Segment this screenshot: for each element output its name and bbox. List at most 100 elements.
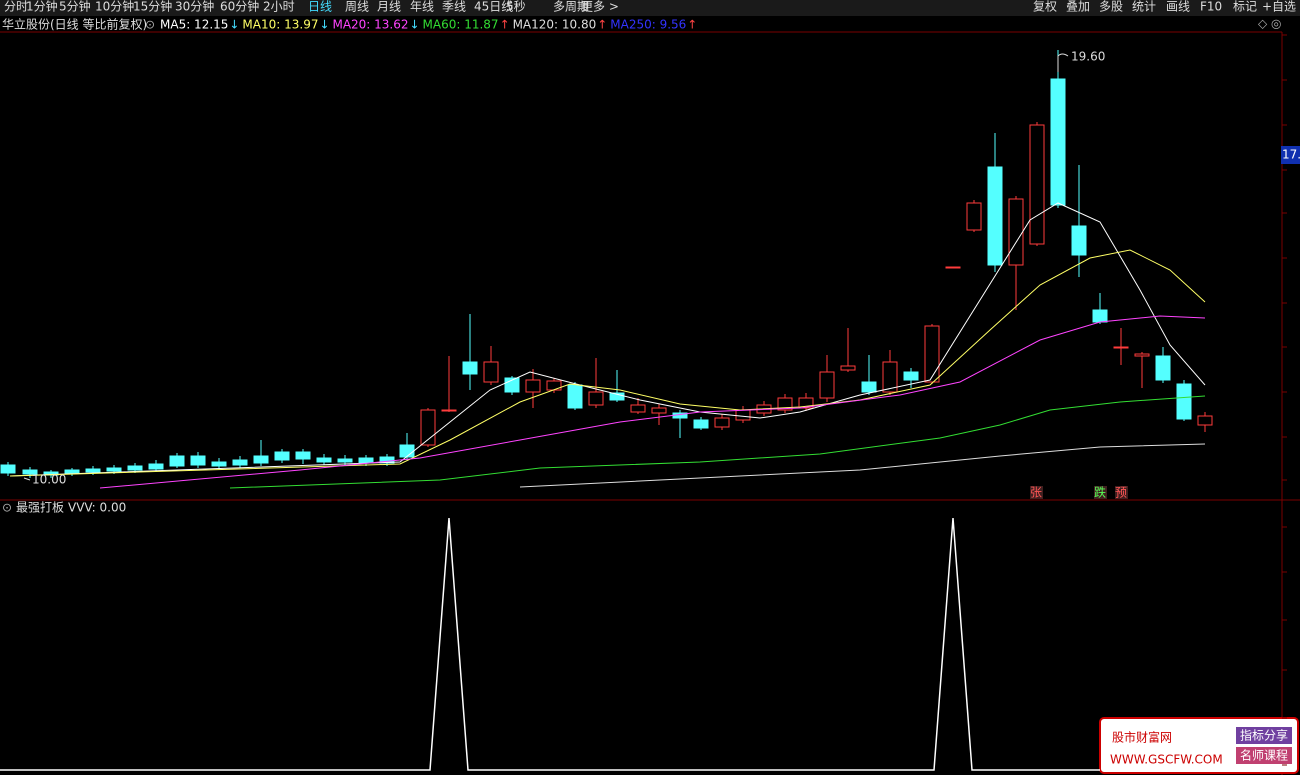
candle-body [399, 444, 415, 458]
period-tab[interactable]: 10分钟 [95, 0, 134, 14]
candle-body [64, 469, 80, 474]
signal-label: 预 [1115, 486, 1127, 500]
candle-body [1134, 353, 1150, 357]
indicator-value: VVV: 0.00 [68, 501, 126, 515]
period-tab[interactable]: 年线 [410, 0, 434, 14]
tool-button: 复权 [1033, 0, 1057, 14]
ma-label: MA250: 9.56 [610, 18, 686, 32]
watermark-tag: 指标分享 [1240, 728, 1288, 743]
candle-body [630, 404, 646, 413]
watermark-tag-bg [1236, 727, 1292, 744]
tool-button: 画线 [1166, 0, 1190, 14]
candle-body [190, 455, 206, 466]
watermark-tag-bg [1236, 747, 1292, 764]
candle-body [945, 266, 961, 269]
ma-arrow: ↑ [597, 18, 607, 32]
period-tab[interactable]: 5分钟 [59, 0, 91, 14]
price-tag: 17. [1282, 148, 1300, 162]
period-tab[interactable]: 日线 [308, 0, 332, 14]
ma-line [99, 315, 1206, 489]
candle-body [1197, 415, 1213, 426]
candle-body [0, 464, 16, 474]
collapse-icon: ⊙ [145, 18, 155, 32]
period-tab[interactable]: 周线 [345, 0, 369, 14]
candle-body [798, 397, 814, 409]
tool-button: F10 [1200, 0, 1222, 14]
signal-label: 跌 [1094, 485, 1106, 500]
signal-bg [1030, 486, 1043, 499]
candle-body [882, 361, 898, 393]
ma-line [229, 395, 1206, 489]
candle-body [966, 202, 982, 231]
period-tab[interactable]: 月线 [377, 0, 401, 14]
ma-line [9, 202, 1206, 477]
signal-bg [1094, 486, 1107, 499]
period-tab[interactable]: 2小时 [263, 0, 295, 14]
candle-body [274, 451, 290, 461]
signal-bg [1115, 486, 1128, 499]
config-icon: ◎ [1271, 17, 1281, 31]
period-tab[interactable]: 多周期 [553, 0, 589, 14]
candle-body [903, 371, 919, 381]
candle-body [777, 397, 793, 411]
candle-body [588, 391, 604, 406]
period-tab[interactable]: 季线 [442, 0, 466, 14]
candle-body [462, 361, 478, 375]
candle-body [148, 463, 164, 470]
ma-arrow: ↓ [229, 18, 239, 32]
period-tab[interactable]: 30分钟 [175, 0, 214, 14]
candle-body [1008, 198, 1024, 266]
tool-button: 标记 [1233, 0, 1257, 14]
candle-body [232, 459, 248, 466]
signal-label: 张 [1030, 486, 1042, 500]
candle-body [358, 457, 374, 464]
candle-body [441, 409, 457, 412]
candle-body [525, 379, 541, 393]
ma-label: MA120: 10.80 [513, 18, 597, 32]
candle-body [169, 455, 185, 467]
period-tab[interactable]: 60分钟 [220, 0, 259, 14]
tool-button: +自选 [1262, 0, 1296, 14]
period-tab[interactable]: 45日线 [474, 0, 513, 14]
candle-body [1050, 78, 1066, 206]
high-label: 19.60 [1071, 50, 1105, 64]
period-tab[interactable]: 1分钟 [26, 0, 58, 14]
indicator-line [0, 517, 1100, 771]
diamond-icon: ◇ [1258, 17, 1268, 31]
toolbar-bg [0, 0, 1300, 16]
candle-body [567, 384, 583, 409]
candle-body [253, 455, 269, 464]
candle-body [735, 409, 751, 421]
ma-line [519, 443, 1206, 488]
candle-body [420, 409, 436, 446]
ma-arrow: ↓ [410, 18, 420, 32]
tool-button: 统计 [1132, 0, 1156, 14]
candle-body [714, 417, 730, 428]
candle-body [483, 361, 499, 383]
watermark-url: WWW.GSCFW.COM [1110, 753, 1223, 767]
candle-body [1155, 355, 1171, 381]
high-pointer [1057, 53, 1069, 72]
period-tab[interactable]: 更多 > [581, 0, 619, 14]
ma-label: MA60: 11.87 [423, 18, 499, 32]
period-tab[interactable]: 15分钟 [133, 0, 172, 14]
candle-body [379, 456, 395, 464]
ma-arrow: ↓ [319, 18, 329, 32]
low-pointer [23, 477, 31, 481]
candle-body [316, 457, 332, 463]
candle-body [106, 467, 122, 472]
candle-body [1071, 225, 1087, 256]
period-tab[interactable]: 分时 [4, 0, 28, 14]
ma-label: MA10: 13.97 [242, 18, 318, 32]
candle-body [22, 469, 38, 475]
ma-label: MA20: 13.62 [332, 18, 408, 32]
candle-body [861, 381, 877, 393]
ma-line [9, 249, 1206, 477]
period-tab[interactable]: 5秒 [506, 0, 526, 14]
ma-arrow: ↑ [687, 18, 697, 32]
tool-button: 多股 [1099, 0, 1123, 14]
low-label: 10.00 [32, 473, 66, 487]
watermark-name: 股市财富网 [1112, 730, 1172, 745]
candle-body [1029, 124, 1045, 245]
